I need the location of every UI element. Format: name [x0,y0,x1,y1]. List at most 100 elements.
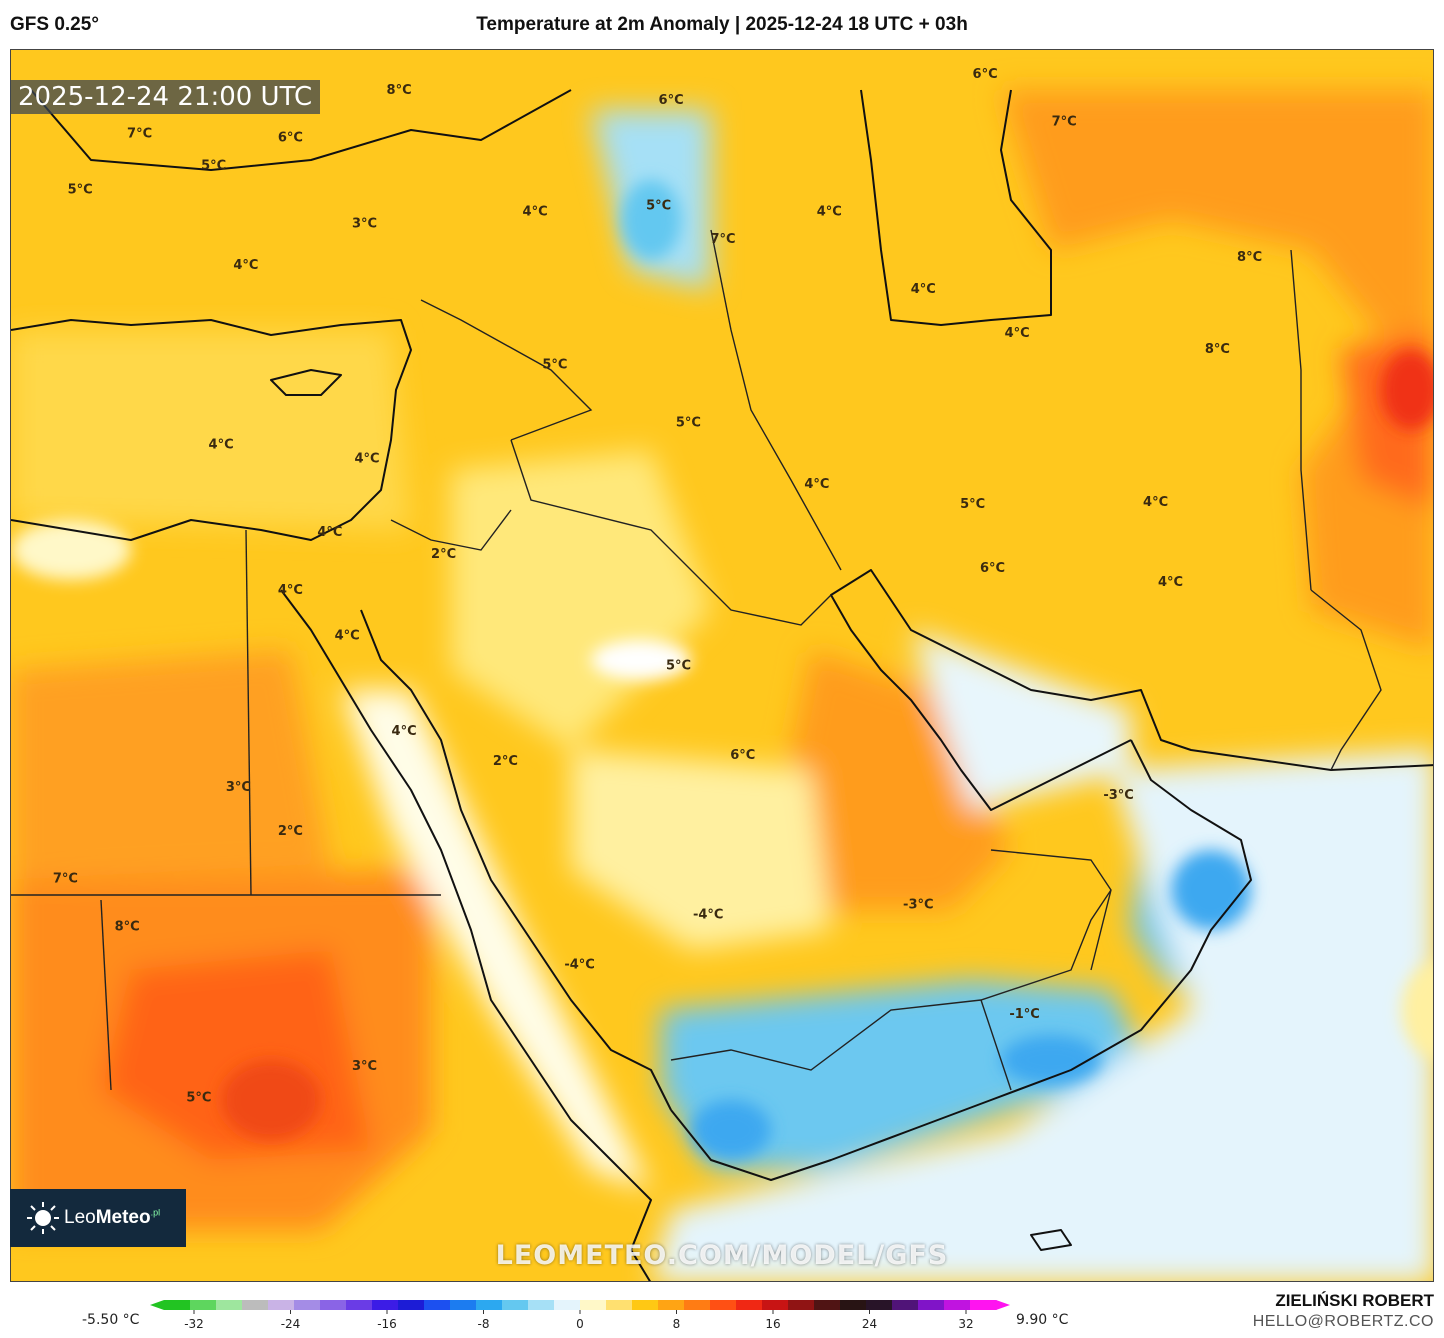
field-patch-8 [591,640,691,680]
temperature-label: 4°C [392,724,417,739]
temperature-label: 8°C [387,83,412,98]
field-light-med [11,330,411,530]
coast-turkey-med [11,319,412,541]
border-egypt-libya [245,529,252,896]
temperature-label: -3°C [903,898,933,913]
temperature-label: 3°C [352,216,377,231]
colorbar-swatch [840,1300,867,1310]
temperature-label: 2°C [278,824,303,839]
temperature-label: 8°C [115,919,140,934]
field-light-arabia-south [571,750,831,950]
colorbar-swatch [346,1300,373,1310]
colorbar-swatch [684,1300,711,1310]
temperature-label: 5°C [186,1091,211,1106]
colorbar-tick-label: 0 [576,1317,584,1331]
temperature-label: 4°C [817,204,842,219]
colorbar-swatch [762,1300,789,1310]
temperature-label: 6°C [980,561,1005,576]
temperature-label: 4°C [233,258,258,273]
colorbar-swatch [320,1300,347,1310]
colorbar-swatch [216,1300,243,1310]
temperature-label: -1°C [1009,1007,1039,1022]
coast-cyprus [270,369,342,396]
coast-caspian [860,89,1052,326]
colorbar-swatch [632,1300,659,1310]
colorbar-swatch [736,1300,763,1310]
field-cold-yemen [661,980,1151,1170]
colorbar-min-label: -5.50 °C [82,1312,140,1328]
coast-red-sea-west [280,589,652,1281]
colorbar-swatch [398,1300,425,1310]
temperature-label: 4°C [354,451,379,466]
temperature-label: -3°C [1103,788,1133,803]
temperature-labels: 8°C 6°C 6°C 7°C 7°C 6°C 5°C 5°C 3°C 4°C 5°C 4°C 7°C 4… [53,67,1262,1106]
colorbar-max-label: 9.90 °C [1016,1312,1069,1328]
temperature-label: 4°C [1158,575,1183,590]
colorbar-tick-label: -16 [377,1317,397,1331]
valid-time-badge: 2025-12-24 21:00 UTC [10,80,321,114]
author-email: HELLO@ROBERTZ.CO [1252,1313,1434,1330]
temperature-label: 2°C [431,547,456,562]
temperature-label: 4°C [335,629,360,644]
field-patch-6 [621,180,681,260]
border-jordan [390,509,512,551]
field-patch-2 [221,1060,321,1140]
colorbar-swatch [294,1300,321,1310]
border-saudi-uae [990,849,1112,971]
temperature-label: -4°C [693,908,723,923]
temperature-label: 6°C [973,67,998,82]
coast-gulf [830,569,1433,811]
colorbar: -32 -24 -16 -8 0 8 16 24 32 [150,1300,1010,1331]
colorbar-tick-label: 24 [862,1317,877,1331]
colorbar-swatch [450,1300,477,1310]
colorbar-max-arrow [996,1300,1010,1310]
model-name: GFS 0.25° [10,14,99,35]
temperature-label: 7°C [53,872,78,887]
temperature-label: 4°C [1143,495,1168,510]
temperature-label: 3°C [352,1059,377,1074]
border-saudi-yemen [670,889,1112,1071]
temperature-label: 2°C [493,754,518,769]
temperature-label: 5°C [201,159,226,174]
temperature-label: 6°C [278,131,303,146]
colorbar-swatch [554,1300,581,1310]
temperature-label: 3°C [226,780,251,795]
field-gulf [911,630,1131,810]
temperature-label: 4°C [209,437,234,452]
coast-socotra [1030,1229,1072,1251]
field-patch-9 [1401,961,1433,1059]
colorbar-tick-label: 16 [765,1317,780,1331]
watermark-url: LEOMETEO.COM/MODEL/GFS [495,1240,949,1271]
field-patch-4 [1001,1035,1101,1085]
temperature-label: 5°C [542,358,567,373]
colorbar-swatch [242,1300,269,1310]
anomaly-map: 8°C 6°C 6°C 7°C 7°C 6°C 5°C 5°C 3°C 4°C 5°C 4°C 7°C 4… [11,50,1433,1281]
temperature-label: 5°C [666,659,691,674]
colorbar-tick-label: -8 [478,1317,490,1331]
temperature-label: 4°C [523,204,548,219]
field-redsea [341,690,651,1190]
colorbar-swatch [892,1300,919,1310]
colorbar-swatch [476,1300,503,1310]
leometeo-logo[interactable]: LeoMeteo.pl [10,1189,186,1247]
colorbar-swatch [918,1300,945,1310]
colorbar-swatch [164,1300,191,1310]
colorbar-swatch [528,1300,555,1310]
temperature-label: -4°C [564,957,594,972]
colorbar-swatch [814,1300,841,1310]
field-patch-1 [1381,350,1433,430]
logo-text: LeoMeteo.pl [64,1207,161,1228]
colorbar-swatch [502,1300,529,1310]
colorbar-swatch [658,1300,685,1310]
colorbar-swatch [944,1300,971,1310]
border-iran-iraq [710,229,842,571]
colorbar-swatch [606,1300,633,1310]
field-warm-northeast [1001,90,1433,650]
temperature-label: 4°C [911,282,936,297]
colorbar-tick-label: -32 [184,1317,204,1331]
colorbar-swatch [424,1300,451,1310]
coast-arabia-south [670,739,1252,1181]
map-panel[interactable]: 8°C 6°C 6°C 7°C 7°C 6°C 5°C 5°C 3°C 4°C 5°C 4°C 7°C 4… [10,49,1434,1282]
colorbar-swatch [866,1300,893,1310]
colorbar-swatch [710,1300,737,1310]
